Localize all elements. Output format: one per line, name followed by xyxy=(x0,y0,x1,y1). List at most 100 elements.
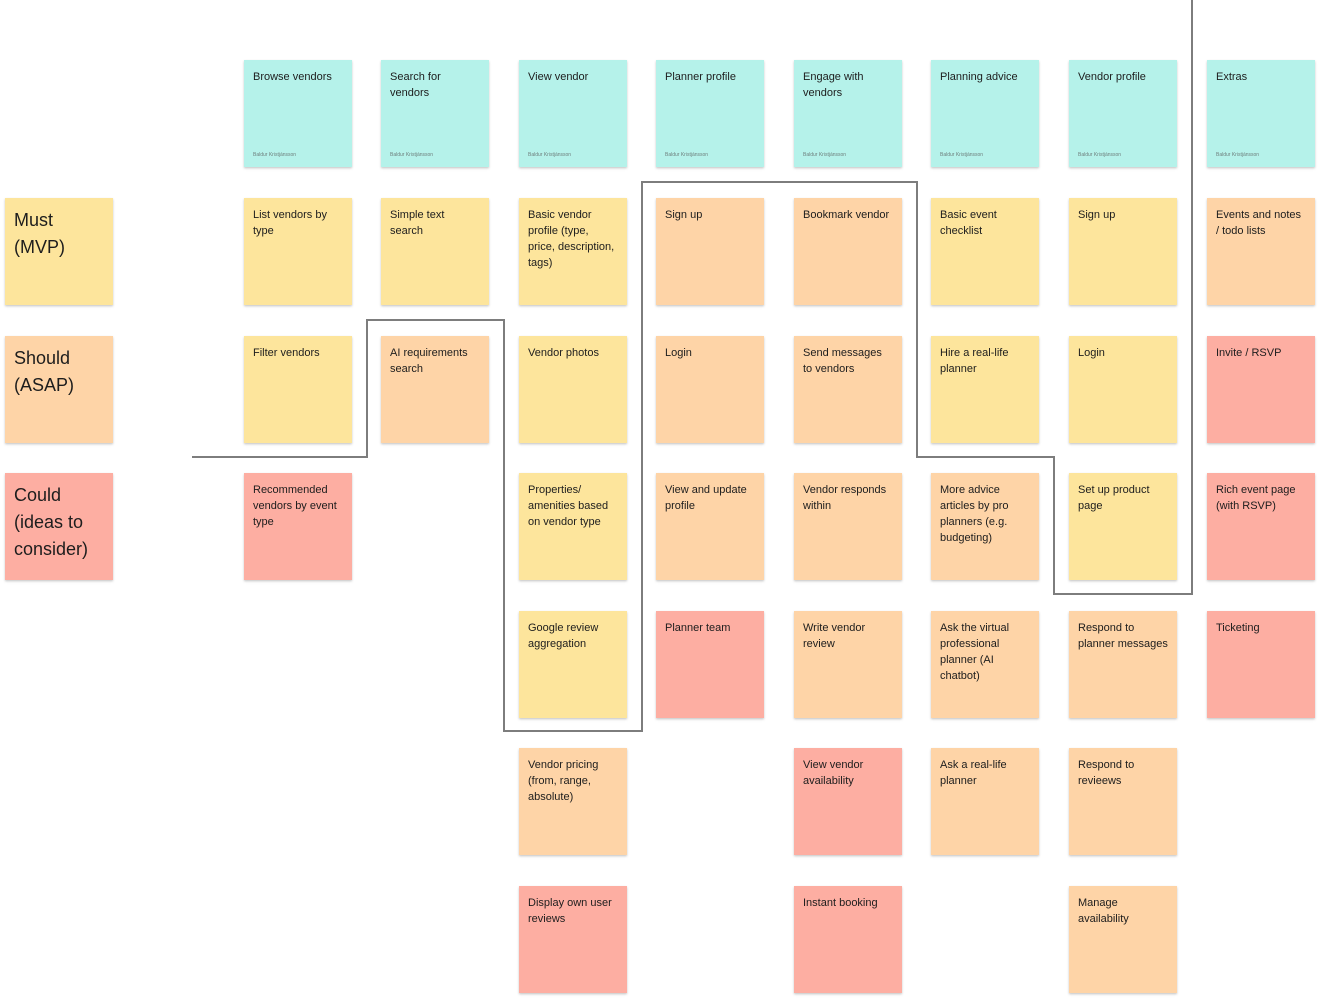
note-author: Baldur Kristjánsson xyxy=(528,152,572,158)
note-text: Ask the virtual professional planner (AI… xyxy=(940,622,1010,682)
header-vendor-profile[interactable]: Vendor profile Baldur Kristjánsson xyxy=(1069,60,1177,167)
note-text: Google review aggregation xyxy=(528,622,599,650)
note-text: Planning advice xyxy=(940,71,1018,83)
card-respond-to-planner-messages[interactable]: Respond to planner messages xyxy=(1069,611,1177,718)
card-write-vendor-review[interactable]: Write vendor review xyxy=(794,611,902,718)
card-more-advice-articles[interactable]: More advice articles by pro planners (e.… xyxy=(931,473,1039,580)
note-text: Filter vendors xyxy=(253,347,320,359)
note-text: Simple text search xyxy=(390,209,445,237)
card-set-up-product-page[interactable]: Set up product page xyxy=(1069,473,1177,580)
note-author: Baldur Kristjánsson xyxy=(803,152,847,158)
card-ticketing[interactable]: Ticketing xyxy=(1207,611,1315,718)
note-text: Extras xyxy=(1216,71,1248,83)
note-text: Login xyxy=(665,347,692,359)
note-text: Bookmark vendor xyxy=(803,209,890,221)
note-text: Events and notes / todo lists xyxy=(1216,209,1302,237)
note-text: Instant booking xyxy=(803,897,878,909)
card-simple-text-search[interactable]: Simple text search xyxy=(381,198,489,305)
note-text: View vendor availability xyxy=(803,759,864,787)
card-google-review-aggregation[interactable]: Google review aggregation xyxy=(519,611,627,718)
note-text: Write vendor review xyxy=(803,622,866,650)
note-text: Hire a real-life planner xyxy=(940,347,1009,375)
card-vendor-pricing[interactable]: Vendor pricing (from, range, absolute) xyxy=(519,748,627,855)
header-engage-with-vendors[interactable]: Engage with vendors Baldur Kristjánsson xyxy=(794,60,902,167)
card-list-vendors-by-type[interactable]: List vendors by type xyxy=(244,198,352,305)
note-text: Ticketing xyxy=(1216,622,1260,634)
card-respond-to-reviews[interactable]: Respond to revieews xyxy=(1069,748,1177,855)
card-vendor-sign-up[interactable]: Sign up xyxy=(1069,198,1177,305)
card-recommended-vendors[interactable]: Recommended vendors by event type xyxy=(244,473,352,580)
header-extras[interactable]: Extras Baldur Kristjánsson xyxy=(1207,60,1315,167)
note-text: Engage with vendors xyxy=(803,71,864,99)
header-planning-advice[interactable]: Planning advice Baldur Kristjánsson xyxy=(931,60,1039,167)
card-ai-requirements-search[interactable]: AI requirements search xyxy=(381,336,489,443)
note-text: Set up product page xyxy=(1078,484,1150,512)
note-text: Recommended vendors by event type xyxy=(253,484,337,528)
priority-label-should: Should (ASAP) xyxy=(5,336,113,443)
card-events-and-notes[interactable]: Events and notes / todo lists xyxy=(1207,198,1315,305)
priority-label-could: Could (ideas to consider) xyxy=(5,473,113,580)
card-vendor-login[interactable]: Login xyxy=(1069,336,1177,443)
note-text: Planner profile xyxy=(665,71,736,83)
note-text: Basic vendor profile (type, price, descr… xyxy=(528,209,615,269)
card-basic-event-checklist[interactable]: Basic event checklist xyxy=(931,198,1039,305)
note-text: Login xyxy=(1078,347,1105,359)
note-text: Send messages to vendors xyxy=(803,347,882,375)
note-text: Vendor responds within xyxy=(803,484,887,512)
note-text: More advice articles by pro planners (e.… xyxy=(940,484,1009,544)
header-planner-profile[interactable]: Planner profile Baldur Kristjánsson xyxy=(656,60,764,167)
card-vendor-responds-within[interactable]: Vendor responds within xyxy=(794,473,902,580)
note-author: Baldur Kristjánsson xyxy=(1078,152,1122,158)
note-text: Basic event checklist xyxy=(940,209,997,237)
card-view-and-update-profile[interactable]: View and update profile xyxy=(656,473,764,580)
note-text: Display own user reviews xyxy=(528,897,612,925)
card-hire-real-life-planner[interactable]: Hire a real-life planner xyxy=(931,336,1039,443)
header-view-vendor[interactable]: View vendor Baldur Kristjánsson xyxy=(519,60,627,167)
card-manage-availability[interactable]: Manage availability xyxy=(1069,886,1177,993)
note-text: Sign up xyxy=(1078,209,1116,221)
note-text: Search for vendors xyxy=(390,71,441,99)
note-author: Baldur Kristjánsson xyxy=(390,152,434,158)
note-text: AI requirements search xyxy=(390,347,468,375)
card-ask-real-life-planner[interactable]: Ask a real-life planner xyxy=(931,748,1039,855)
note-author: Baldur Kristjánsson xyxy=(665,152,709,158)
note-text: Planner team xyxy=(665,622,731,634)
card-display-own-user-reviews[interactable]: Display own user reviews xyxy=(519,886,627,993)
header-search-for-vendors[interactable]: Search for vendors Baldur Kristjánsson xyxy=(381,60,489,167)
card-planner-sign-up[interactable]: Sign up xyxy=(656,198,764,305)
card-planner-login[interactable]: Login xyxy=(656,336,764,443)
note-text: Manage availability xyxy=(1078,897,1129,925)
card-view-vendor-availability[interactable]: View vendor availability xyxy=(794,748,902,855)
card-invite-rsvp[interactable]: Invite / RSVP xyxy=(1207,336,1315,443)
card-instant-booking[interactable]: Instant booking xyxy=(794,886,902,993)
note-text: Respond to planner messages xyxy=(1078,622,1168,650)
note-author: Baldur Kristjánsson xyxy=(940,152,984,158)
note-text: View and update profile xyxy=(665,484,747,512)
card-planner-team[interactable]: Planner team xyxy=(656,611,764,718)
note-text: View vendor xyxy=(528,71,589,83)
card-send-messages[interactable]: Send messages to vendors xyxy=(794,336,902,443)
note-text: Ask a real-life planner xyxy=(940,759,1007,787)
note-author: Baldur Kristjánsson xyxy=(253,152,297,158)
note-text: Rich event page (with RSVP) xyxy=(1216,484,1296,512)
note-text: Vendor profile xyxy=(1078,71,1146,83)
card-rich-event-page[interactable]: Rich event page (with RSVP) xyxy=(1207,473,1315,580)
card-basic-vendor-profile[interactable]: Basic vendor profile (type, price, descr… xyxy=(519,198,627,305)
note-text: Vendor pricing (from, range, absolute) xyxy=(528,759,599,803)
note-text: Browse vendors xyxy=(253,71,332,83)
card-vendor-photos[interactable]: Vendor photos xyxy=(519,336,627,443)
card-properties-amenities[interactable]: Properties/ amenities based on vendor ty… xyxy=(519,473,627,580)
note-text: List vendors by type xyxy=(253,209,327,237)
card-filter-vendors[interactable]: Filter vendors xyxy=(244,336,352,443)
note-text: Properties/ amenities based on vendor ty… xyxy=(528,484,609,528)
note-text: Invite / RSVP xyxy=(1216,347,1282,359)
header-browse-vendors[interactable]: Browse vendors Baldur Kristjánsson xyxy=(244,60,352,167)
note-author: Baldur Kristjánsson xyxy=(1216,152,1260,158)
release-boundary-path xyxy=(192,0,1193,732)
card-bookmark-vendor[interactable]: Bookmark vendor xyxy=(794,198,902,305)
priority-label-must: Must (MVP) xyxy=(5,198,113,305)
note-text: Sign up xyxy=(665,209,703,221)
card-ask-virtual-planner[interactable]: Ask the virtual professional planner (AI… xyxy=(931,611,1039,718)
note-text: Respond to revieews xyxy=(1078,759,1135,787)
